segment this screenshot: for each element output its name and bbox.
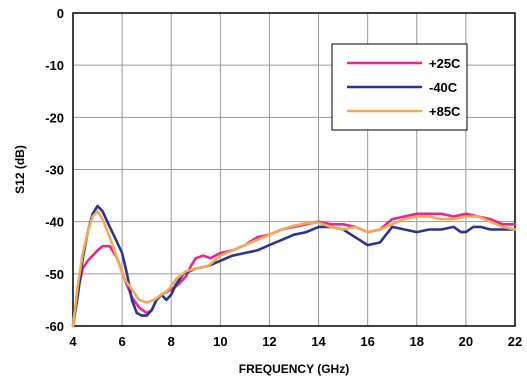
- legend-label-2: -40C: [429, 80, 458, 95]
- legend: +25C -40C +85C: [331, 43, 468, 131]
- x-tick-label: 14: [311, 334, 326, 349]
- x-tick-label: 10: [213, 334, 227, 349]
- y-axis-title: S12 (dB): [13, 145, 27, 194]
- x-tick-label: 18: [410, 334, 424, 349]
- x-tick-label: 6: [118, 334, 125, 349]
- y-tick-label: -10: [45, 58, 64, 73]
- x-tick-label: 22: [508, 334, 522, 349]
- series-line-1: [71, 212, 517, 328]
- series-layer: [71, 204, 517, 328]
- y-tick-label: 0: [57, 6, 64, 21]
- x-axis-title: FREQUENCY (GHz): [239, 362, 349, 376]
- y-tick-label: -30: [45, 163, 64, 178]
- x-tick-label: 4: [69, 334, 77, 349]
- series-line-3: [71, 209, 517, 328]
- y-tick-label: -50: [45, 267, 64, 282]
- legend-label-1: +25C: [429, 56, 461, 71]
- x-tick-label: 12: [262, 334, 276, 349]
- y-tick-label: -60: [45, 319, 64, 334]
- x-tick-label: 20: [459, 334, 473, 349]
- x-tick-label: 8: [168, 334, 175, 349]
- y-tick-label: -40: [45, 215, 64, 230]
- y-axis-tick-labels: 0 -10 -20 -30 -40 -50 -60: [45, 6, 64, 334]
- x-tick-label: 16: [360, 334, 374, 349]
- x-axis-tick-labels: 4 6 8 10 12 14 16 18 20 22: [69, 334, 522, 349]
- plot-area-border: [72, 12, 516, 327]
- legend-label-3: +85C: [429, 104, 461, 119]
- y-tick-label: -20: [45, 110, 64, 125]
- series-line-2: [71, 204, 517, 328]
